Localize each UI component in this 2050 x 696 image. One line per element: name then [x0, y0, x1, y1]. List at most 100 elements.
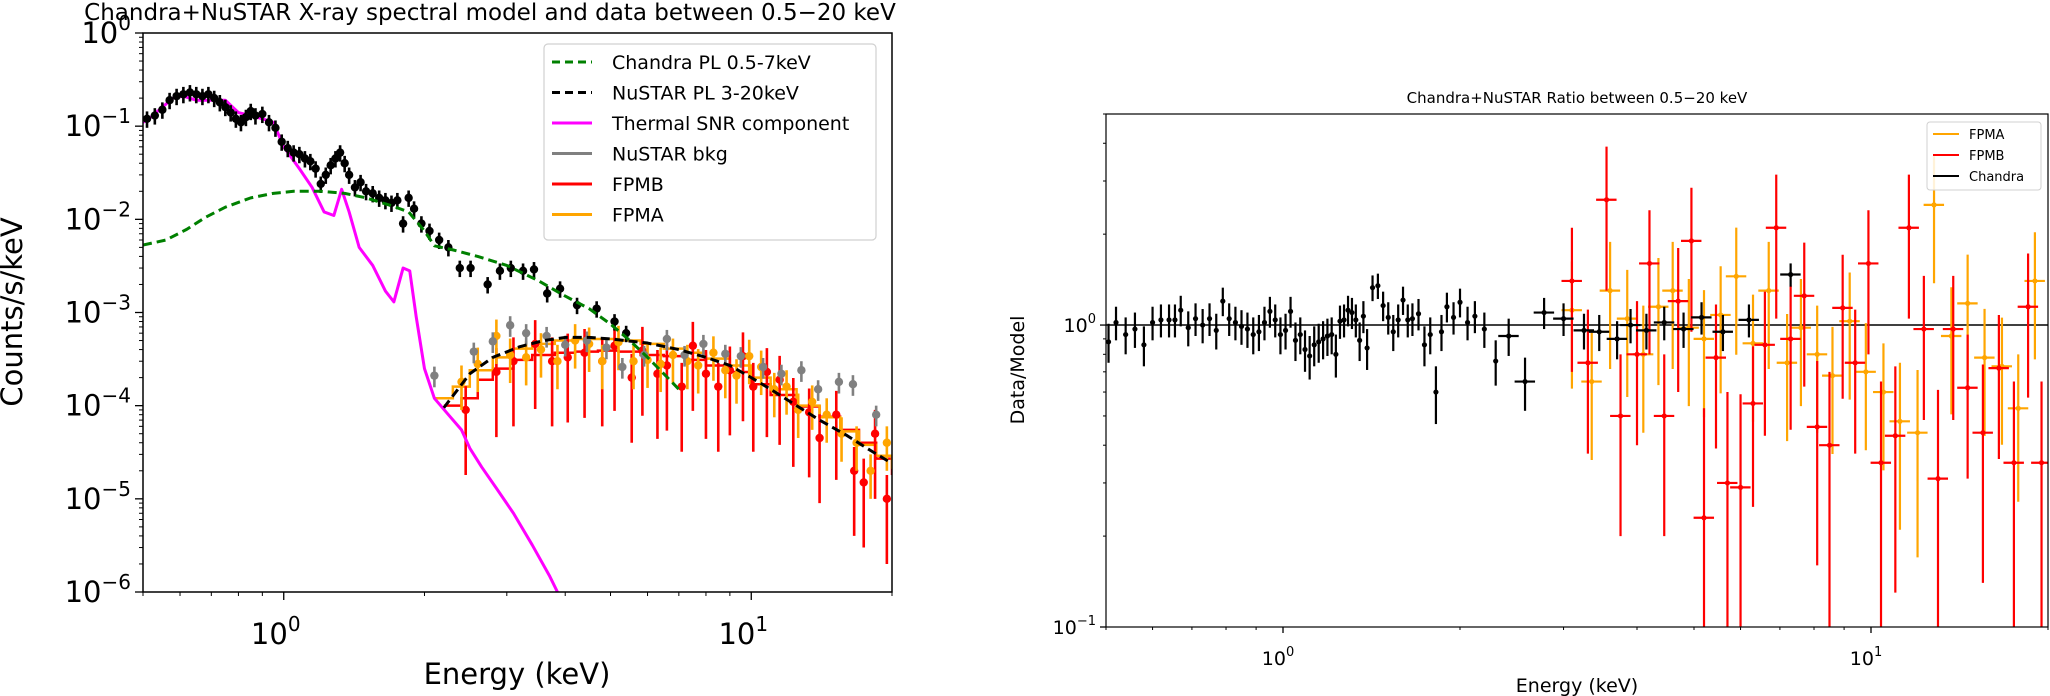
y-tick-label: 10−3 [65, 291, 131, 330]
chandra-point [1357, 322, 1363, 362]
x-axis: 100 101 [1105, 627, 2049, 670]
data-marker [466, 263, 475, 273]
data-marker [1724, 480, 1731, 486]
chandra-point [1287, 296, 1294, 328]
fpmb-point [1730, 394, 1751, 627]
fpma-point [1974, 308, 1995, 437]
data-marker [1256, 329, 1262, 335]
chandra-point [1472, 301, 1478, 334]
data-marker [1292, 337, 1299, 343]
data-marker [150, 111, 160, 120]
data-marker [561, 340, 570, 350]
data-marker [1277, 331, 1284, 338]
data-marker [813, 385, 823, 394]
fpma-point [668, 338, 678, 384]
chandra-point [1277, 317, 1284, 355]
data-marker [1261, 319, 1268, 326]
nustar-bkg-point [505, 316, 515, 337]
plot-area [1106, 146, 2048, 627]
chandra-point [306, 153, 315, 171]
fpmb-point [530, 320, 540, 410]
data-marker [822, 410, 831, 419]
data-marker [1661, 319, 1667, 326]
data-marker [1596, 329, 1602, 335]
fpmb-point [1858, 210, 1879, 355]
chandra-point [1149, 306, 1156, 341]
legend-item: FPMB [1933, 149, 2004, 164]
chandra-point [1261, 306, 1268, 341]
chandra-point [1409, 303, 1416, 336]
chandra-point [1324, 318, 1331, 356]
data-marker [1603, 197, 1610, 203]
data-marker [602, 343, 611, 352]
data-marker [1166, 317, 1172, 323]
chandra-point [1238, 310, 1245, 345]
data-marker [158, 105, 167, 114]
chandra-point [495, 263, 505, 280]
y-axis: 100 10−1 10−2 10−3 10−4 10−5 10−6 [65, 11, 143, 609]
data-marker [283, 144, 292, 153]
x-tick-label: 101 [718, 612, 768, 651]
chandra-point [572, 297, 582, 315]
data-marker [1607, 288, 1613, 294]
chandra-point [1353, 304, 1359, 338]
data-marker [866, 466, 875, 475]
data-marker [668, 350, 678, 360]
data-marker [1541, 309, 1547, 316]
data-marker [1670, 288, 1676, 294]
chart-title: Chandra+NuSTAR X-ray spectral model and … [84, 0, 896, 26]
data-marker [356, 178, 365, 187]
data-marker [1880, 389, 1887, 395]
nustar-bkg-point [758, 357, 768, 379]
chandra-point [1220, 287, 1226, 317]
data-marker [1701, 515, 1707, 521]
data-marker [693, 361, 703, 370]
data-marker [1123, 331, 1129, 338]
data-marker [1307, 353, 1313, 359]
fpmb-point [1806, 361, 1828, 566]
data-marker [1464, 319, 1471, 326]
data-marker [1661, 413, 1667, 419]
chandra-point [1421, 326, 1428, 367]
ratio-panel: Chandra+NuSTAR Ratio between 0.5−20 keV … [1007, 89, 2049, 696]
chandra-point [340, 155, 349, 173]
data-marker [1302, 346, 1308, 353]
chandra-point [1400, 286, 1406, 315]
fpma-point [1725, 227, 1747, 355]
nustar-bkg-point [721, 344, 730, 366]
chandra-point [1232, 306, 1239, 341]
data-marker [430, 371, 439, 380]
data-marker [340, 159, 349, 168]
chandra-point [1213, 313, 1219, 350]
data-marker [1981, 355, 1988, 361]
data-marker [701, 369, 711, 378]
chandra-point [1533, 297, 1555, 330]
x-tick-exponent: 1 [1874, 645, 1882, 660]
chandra-point [1345, 295, 1351, 327]
data-marker [1506, 333, 1512, 339]
chandra-point [1620, 309, 1641, 344]
data-marker [1634, 351, 1640, 357]
chandra-point [1106, 323, 1112, 363]
chandra-point [1395, 304, 1401, 338]
data-marker [1421, 342, 1428, 348]
data-marker [1316, 339, 1322, 345]
data-marker [1801, 293, 1807, 299]
data-marker [1172, 317, 1178, 323]
data-marker [1395, 317, 1401, 323]
data-marker [1282, 327, 1289, 334]
fpma-point [521, 340, 531, 386]
chandra-point [1250, 317, 1256, 355]
fpmb-point [1832, 254, 1853, 399]
chandra-point [1244, 312, 1251, 348]
data-marker [1773, 225, 1779, 231]
nustar-bkg-point [602, 338, 611, 360]
fpma-point [1991, 317, 2012, 445]
data-marker [758, 362, 768, 372]
chandra-point [221, 99, 230, 117]
chandra-point [283, 140, 292, 158]
chandra-point [350, 180, 360, 197]
data-marker [1965, 300, 1971, 306]
legend-label: Chandra [1969, 170, 2024, 185]
data-marker [1405, 317, 1411, 323]
